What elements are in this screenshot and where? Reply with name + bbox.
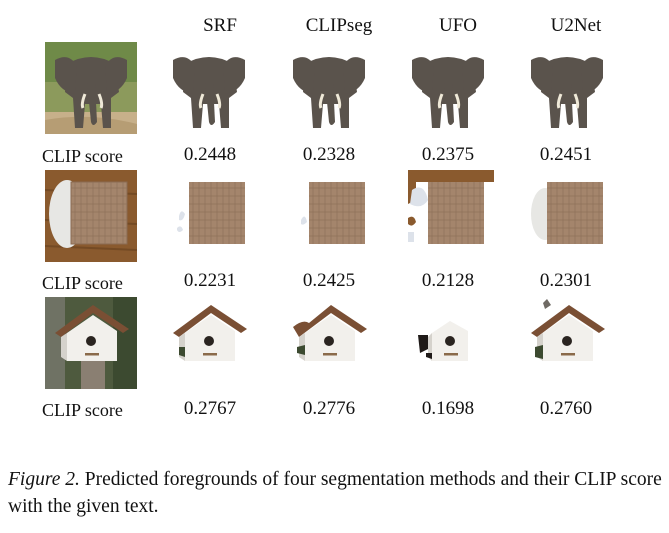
birdhouse-srf-foreground	[173, 305, 247, 361]
napkin-ufo-foreground	[408, 170, 494, 244]
elephant-srf-foreground	[173, 57, 245, 128]
napkin-clipseg-foreground	[301, 182, 365, 244]
figure-caption: Figure 2. Predicted foregrounds of four …	[8, 466, 663, 520]
caption-label: Figure 2.	[8, 469, 80, 490]
method-header-srf: SRF	[203, 15, 237, 36]
row-2-score-u2net: 0.2301	[539, 270, 593, 291]
row-3-score-u2net: 0.2760	[539, 398, 593, 419]
method-header-clipseg: CLIPseg	[305, 15, 373, 36]
napkin-original-image	[45, 170, 137, 262]
birdhouse-u2net-foreground	[531, 299, 605, 361]
row-1-score-srf: 0.2448	[183, 144, 237, 165]
row-2-score-label: CLIP score	[42, 273, 123, 293]
elephant-original-image	[45, 42, 137, 134]
elephant-clipseg-foreground	[293, 57, 365, 128]
row-1-score-u2net: 0.2451	[539, 144, 593, 165]
napkin-srf-foreground	[177, 182, 245, 244]
row-3-score-clipseg: 0.2776	[302, 398, 356, 419]
row-2-score-ufo: 0.2128	[421, 270, 475, 291]
row-3-score-label: CLIP score	[42, 400, 123, 420]
row-1-score-ufo: 0.2375	[421, 144, 475, 165]
method-header-ufo: UFO	[438, 15, 477, 36]
elephant-u2net-foreground	[531, 57, 603, 128]
birdhouse-original-image	[45, 297, 137, 389]
birdhouse-ufo-foreground	[418, 321, 468, 361]
elephant-ufo-foreground	[412, 57, 484, 128]
row-2-score-clipseg: 0.2425	[302, 270, 356, 291]
row-3-score-srf: 0.2767	[183, 398, 237, 419]
row-1-score-label: CLIP score	[42, 146, 123, 166]
caption-text: Predicted foregrounds of four segmentati…	[8, 469, 662, 517]
napkin-u2net-foreground	[531, 182, 603, 244]
row-3-score-ufo: 0.1698	[421, 398, 475, 419]
birdhouse-clipseg-foreground	[293, 305, 367, 361]
row-1-score-clipseg: 0.2328	[302, 144, 356, 165]
method-header-u2net: U2Net	[550, 15, 602, 36]
row-2-score-srf: 0.2231	[183, 270, 237, 291]
